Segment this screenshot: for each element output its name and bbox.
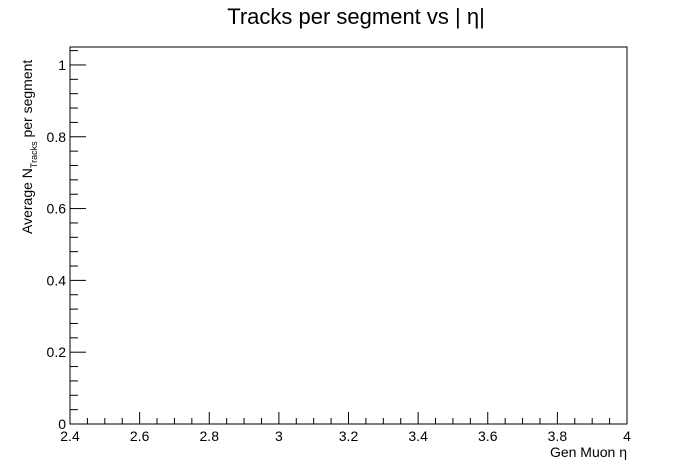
y-axis-label-suffix: per segment (19, 60, 35, 142)
x-tick-label: 2.4 (60, 428, 80, 444)
x-tick-label: 3.8 (548, 428, 568, 444)
x-tick-label: 3.6 (478, 428, 498, 444)
x-tick-label: 4 (623, 428, 631, 444)
y-tick-label: 0.8 (47, 129, 67, 145)
y-axis-label-prefix: Average N (19, 168, 35, 234)
y-tick-label: 0.6 (47, 201, 67, 217)
y-tick-label: 0.2 (47, 344, 67, 360)
plot-frame (69, 46, 628, 425)
y-tick-label: 0.4 (47, 272, 67, 288)
x-tick-label: 3.4 (408, 428, 428, 444)
x-axis-label: Gen Muon η (550, 444, 627, 460)
x-tick-label: 2.6 (130, 428, 150, 444)
y-tick-label: 0 (58, 416, 66, 432)
chart-title: Tracks per segment vs | η| (227, 4, 485, 29)
y-tick-label: 1 (58, 57, 66, 73)
x-tick-label: 3 (275, 428, 283, 444)
x-axis: 2.4 2.6 2.8 3 3.2 3.4 3.6 3.8 4 (60, 412, 631, 444)
x-tick-label: 2.8 (200, 428, 220, 444)
x-tick-label: 3.2 (339, 428, 359, 444)
y-axis-label: Average NTracks per segment (19, 60, 39, 234)
y-axis: 0 0.2 0.4 0.6 0.8 1 (47, 50, 86, 432)
y-axis-label-subscript: Tracks (29, 141, 39, 168)
